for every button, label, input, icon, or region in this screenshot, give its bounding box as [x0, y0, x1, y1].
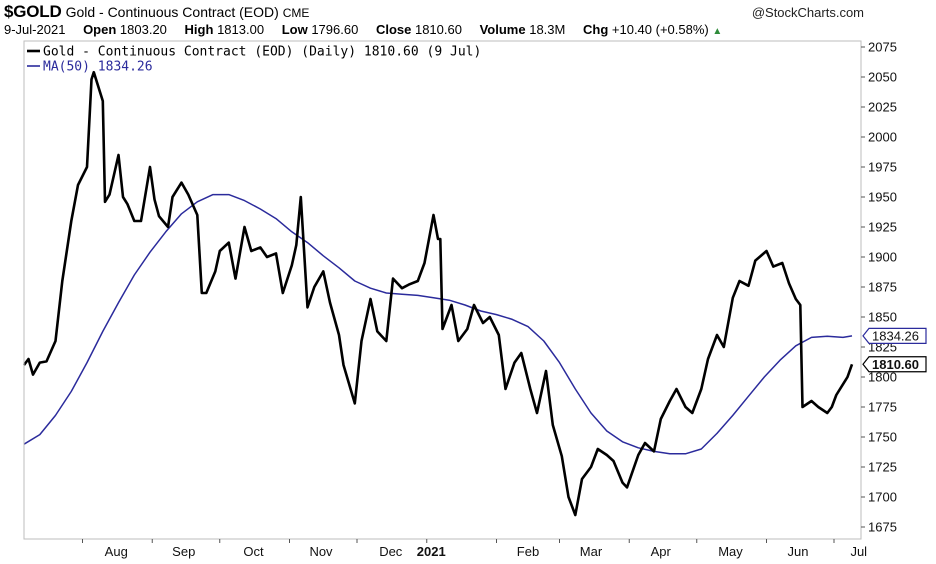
- close-value: 1810.60: [414, 22, 462, 37]
- ticker-symbol[interactable]: $GOLD: [4, 2, 62, 21]
- change-value: +10.40 (+0.58%): [611, 22, 709, 37]
- volume-value: 18.3M: [529, 22, 566, 37]
- y-tick-label: 1875: [868, 280, 897, 295]
- legend-label: MA(50) 1834.26: [43, 60, 153, 75]
- close-label: Close: [375, 22, 412, 37]
- up-arrow-icon: ▲: [712, 26, 723, 37]
- y-tick-label: 1775: [868, 400, 897, 415]
- legend-item: Gold - Continuous Contract (EOD) (Daily)…: [27, 45, 481, 60]
- ohlc-summary: 9-Jul-2021 Open 1803.20 High 1813.00 Low…: [4, 22, 722, 37]
- exchange-label: CME: [282, 6, 310, 20]
- y-tick-label: 1850: [868, 310, 897, 325]
- x-tick-label: May: [718, 544, 743, 559]
- legend-item: MA(50) 1834.26: [27, 60, 153, 75]
- x-tick-label: Nov: [309, 544, 333, 559]
- x-tick-label: Aug: [105, 544, 128, 559]
- y-tick-label: 2050: [868, 70, 897, 85]
- instrument-name: Gold - Continuous Contract (EOD): [65, 4, 279, 20]
- open-value: 1803.20: [119, 22, 167, 37]
- y-tick-label: 1975: [868, 160, 897, 175]
- x-tick-label: Feb: [517, 544, 539, 559]
- x-tick-label: Mar: [580, 544, 603, 559]
- low-value: 1796.60: [311, 22, 359, 37]
- price-tag-box: [862, 356, 927, 373]
- change-label: Chg: [582, 22, 609, 37]
- y-tick-label: 1800: [868, 370, 897, 385]
- price-tag-label: 1810.60: [872, 357, 919, 372]
- x-tick-label: Sep: [172, 544, 195, 559]
- y-tick-label: 1725: [868, 460, 897, 475]
- y-tick-label: 1750: [868, 430, 897, 445]
- price-tag-box: [862, 327, 927, 344]
- x-tick-label: Jul: [850, 544, 867, 559]
- x-tick-label: Oct: [243, 544, 264, 559]
- plot-frame: [23, 40, 862, 540]
- gold-price-line: [22, 70, 854, 517]
- series-gold-price: [22, 70, 854, 517]
- x-tick-label: 2021: [417, 544, 446, 559]
- brand-watermark[interactable]: @StockCharts.com: [751, 5, 864, 20]
- y-tick-label: 2000: [868, 130, 897, 145]
- x-tick-label: Dec: [379, 544, 403, 559]
- y-tick-label: 1900: [868, 250, 897, 265]
- price-tag-label: 1834.26: [872, 328, 919, 343]
- close-price-tag: 1810.60: [862, 356, 927, 373]
- y-tick-label: 2075: [868, 40, 897, 55]
- volume-label: Volume: [479, 22, 526, 37]
- quote-date: 9-Jul-2021: [4, 22, 66, 37]
- low-label: Low: [281, 22, 308, 37]
- x-tick-label: Apr: [651, 544, 672, 559]
- y-tick-label: 1700: [868, 490, 897, 505]
- ma50-price-tag: 1834.26: [862, 327, 927, 344]
- open-label: Open: [83, 22, 117, 37]
- high-value: 1813.00: [217, 22, 265, 37]
- y-tick-label: 2025: [868, 100, 897, 115]
- y-tick-label: 1675: [868, 520, 897, 535]
- legend-label: Gold - Continuous Contract (EOD) (Daily)…: [43, 45, 481, 60]
- header-title-line: $GOLD Gold - Continuous Contract (EOD) CME: [4, 2, 309, 22]
- x-tick-label: Jun: [788, 544, 809, 559]
- high-label: High: [184, 22, 214, 37]
- y-tick-label: 1950: [868, 190, 897, 205]
- chart-header: $GOLD Gold - Continuous Contract (EOD) CME…: [0, 0, 936, 42]
- y-tick-label: 1925: [868, 220, 897, 235]
